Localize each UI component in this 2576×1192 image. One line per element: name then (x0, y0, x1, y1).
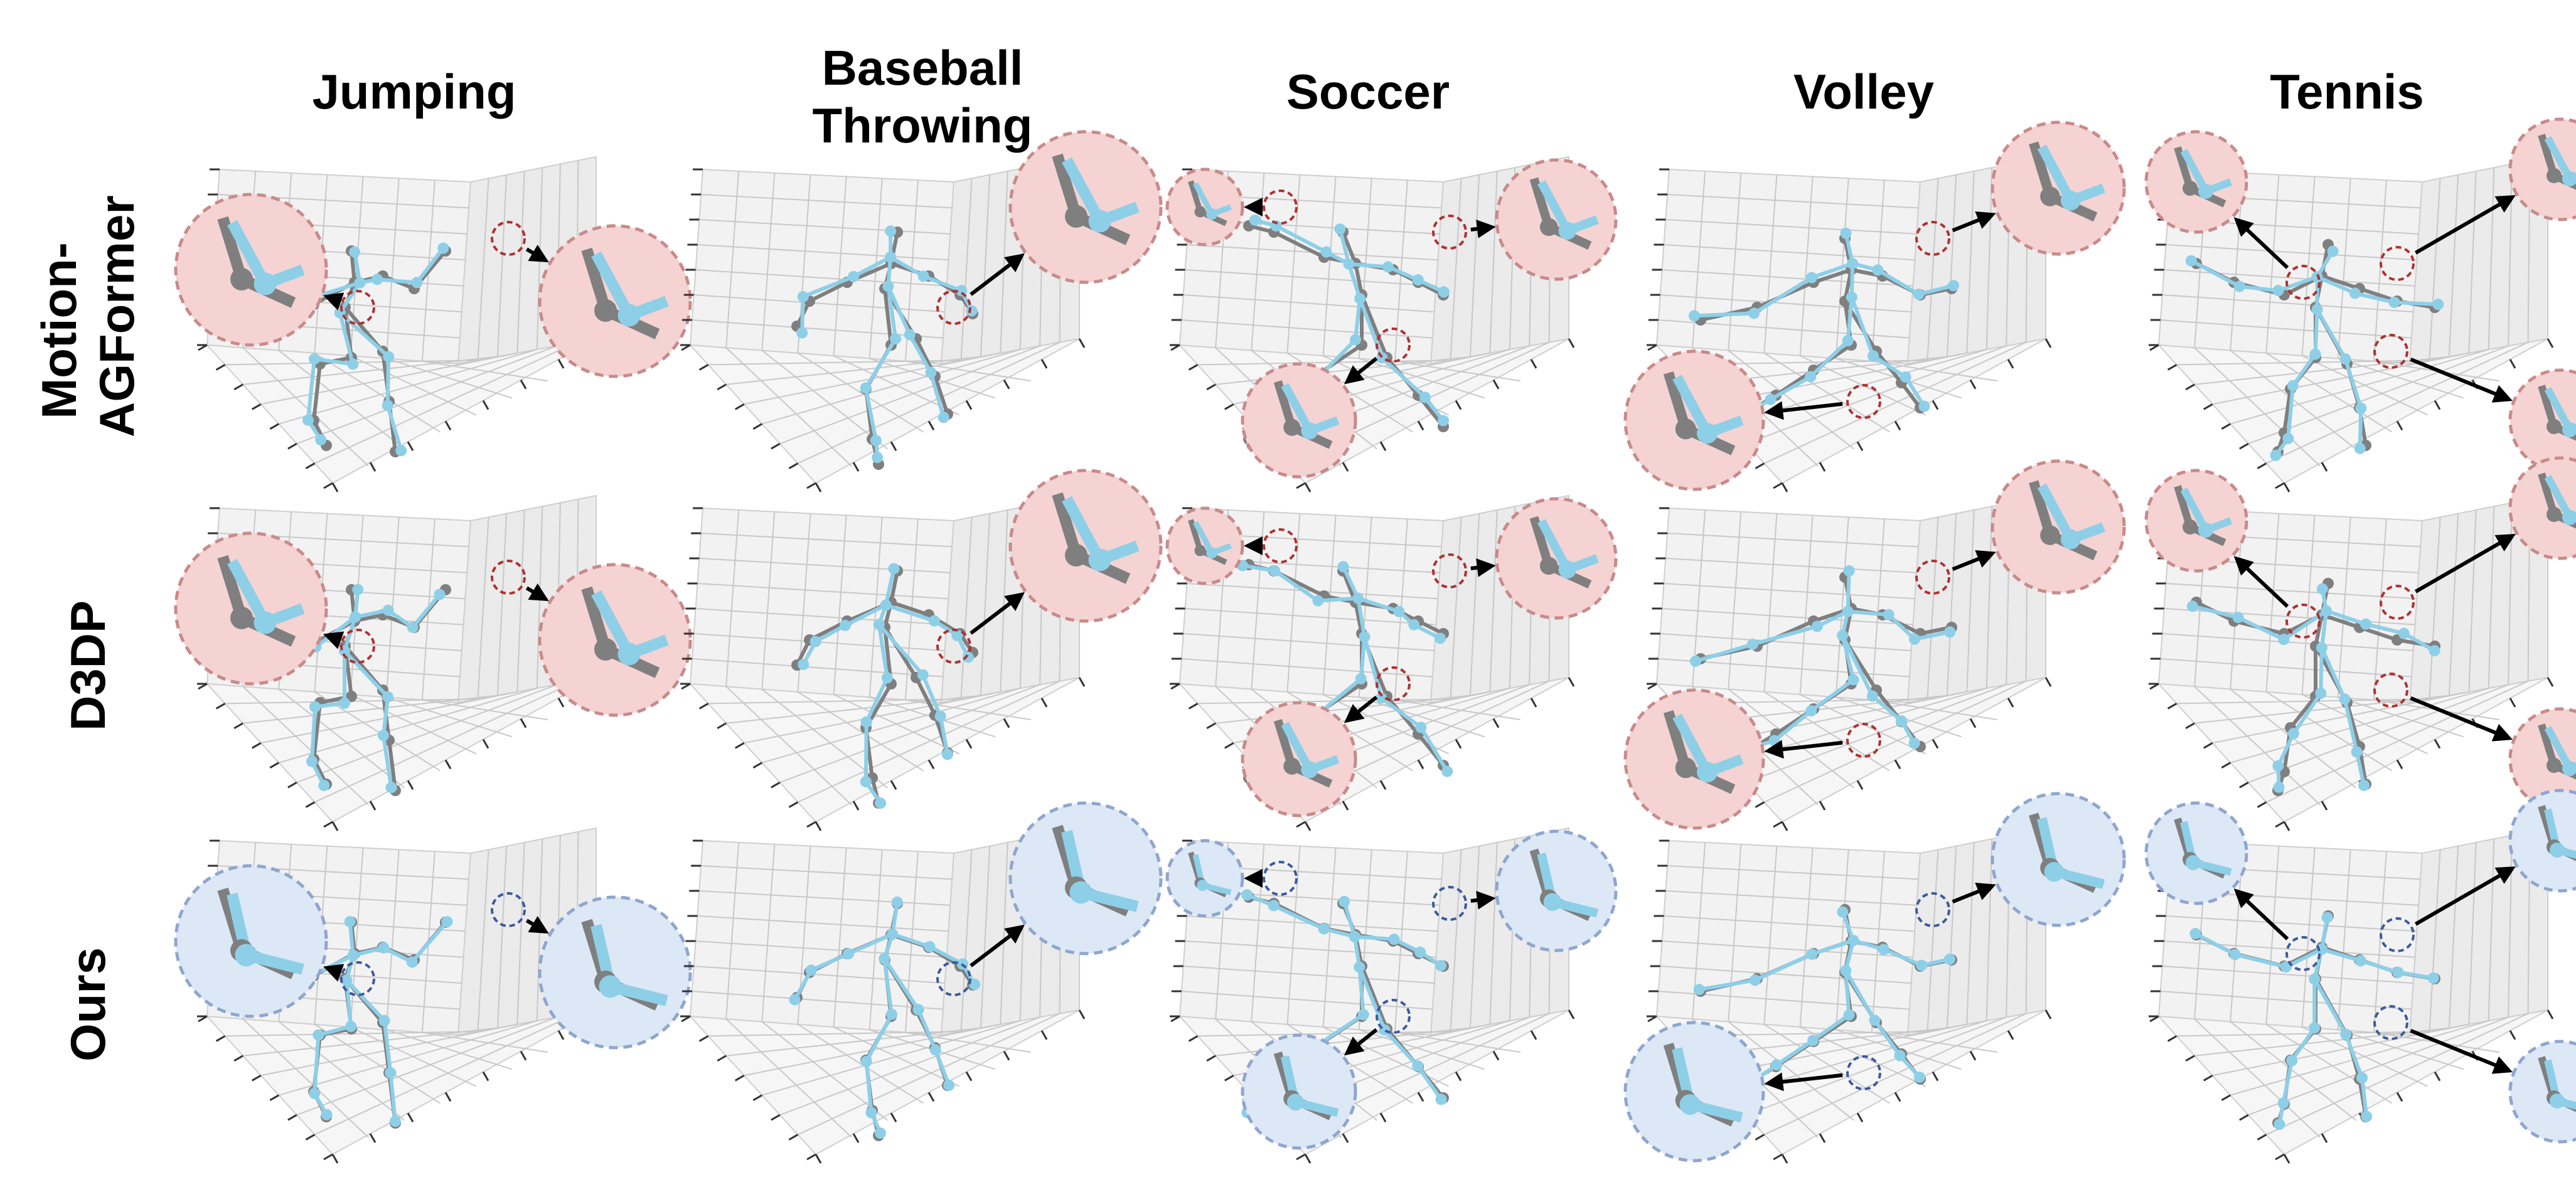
column-title-line: Throwing (812, 98, 1033, 153)
3d-axes-panel (1623, 120, 2126, 492)
zoom-callout (1165, 839, 1298, 918)
skeleton-panel-ours-soccer (1165, 827, 1682, 1179)
zoom-callout (1623, 688, 1881, 830)
zoom-callout (1432, 497, 1618, 620)
skeleton-panel-motion-agformer-soccer (1165, 156, 1682, 508)
zoom-callout (2380, 789, 2576, 952)
3d-axes-panel (1165, 827, 1618, 1164)
skeleton-panel-motion-agformer-tennis (2144, 117, 2576, 508)
3d-axes-ticks (680, 839, 1086, 1164)
zoom-callout (491, 221, 692, 378)
predicted-skeleton (789, 897, 981, 1139)
skeleton-panel-ours-baseball-throwing (680, 801, 1192, 1179)
column-title-baseball-throwing: Baseball Throwing (747, 39, 1098, 154)
3d-axes-panel (1165, 494, 1618, 831)
predicted-skeleton (2189, 912, 2439, 1131)
skeleton-panel-motion-agformer-jumping (174, 156, 709, 508)
zoom-callout (936, 130, 1163, 325)
column-title-line: Baseball (821, 40, 1023, 95)
column-title-tennis: Tennis (2171, 63, 2523, 120)
zoom-callout (1432, 829, 1618, 952)
column-title-line: Soccer (1286, 64, 1450, 119)
zoom-callout (2144, 801, 2321, 971)
skeleton-panel-d3dp-baseball-throwing (680, 469, 1192, 847)
column-title-line: Tennis (2270, 64, 2424, 119)
predicted-skeleton (232, 583, 446, 794)
skeleton-panel-ours-jumping (174, 827, 709, 1179)
zoom-callout (2380, 117, 2576, 281)
3d-axes-panel (1623, 792, 2126, 1164)
column-title-soccer: Soccer (1192, 63, 1544, 120)
zoom-callout (1241, 999, 1411, 1150)
3d-axes-panel (1165, 156, 1618, 492)
skeleton-panel-ours-tennis (2144, 789, 2576, 1179)
3d-axes-ticks (680, 507, 1086, 831)
3d-axes-panel (174, 156, 692, 492)
3d-axes-panel (174, 494, 692, 831)
predicted-skeleton (230, 242, 449, 457)
row-label-motion-agformer: Motion- AGFormer (30, 195, 146, 437)
column-title-line: Jumping (312, 64, 516, 119)
3d-axes-panel (2144, 789, 2576, 1164)
zoom-callout (2373, 1005, 2576, 1144)
column-title-jumping: Jumping (238, 63, 590, 120)
skeleton-panel-motion-agformer-baseball-throwing (680, 130, 1192, 508)
zoom-callout (174, 531, 375, 686)
row-label-line: Ours (60, 947, 115, 1062)
predicted-skeleton (2186, 583, 2440, 793)
3d-axes-panel (174, 827, 692, 1164)
row-label-line: D3DP (60, 600, 115, 732)
predicted-skeleton (1689, 565, 1956, 757)
zoom-callout (2373, 673, 2576, 811)
row-label-d3dp: D3DP (59, 575, 117, 757)
3d-axes-grid (2160, 499, 2531, 806)
zoom-callout (936, 469, 1163, 664)
zoom-callout (1623, 1021, 1881, 1163)
column-title-volley: Volley (1688, 63, 2039, 120)
3d-axes-panel (2144, 456, 2576, 831)
row-label-ours: Ours (59, 913, 117, 1095)
skeleton-panel-d3dp-tennis (2144, 456, 2576, 847)
zoom-callout (1915, 459, 2126, 595)
zoom-callout (2144, 130, 2321, 300)
skeleton-panel-ours-volley (1623, 792, 2159, 1179)
column-title-line: Volley (1793, 64, 1934, 119)
skeleton-panel-motion-agformer-volley (1623, 120, 2159, 508)
zoom-callout (174, 864, 375, 1018)
row-label-line: AGFormer (89, 195, 144, 437)
zoom-callout (1915, 120, 2126, 256)
predicted-skeleton (798, 563, 974, 809)
zoom-callout (936, 801, 1163, 996)
zoom-callout (1241, 666, 1411, 817)
3d-axes-panel (680, 801, 1163, 1164)
zoom-callout (1915, 792, 2126, 927)
3d-axes-panel (680, 469, 1163, 831)
zoom-callout (1165, 168, 1298, 247)
zoom-callout (491, 560, 692, 717)
3d-axes-panel (1623, 459, 2126, 831)
zoom-callout (2380, 456, 2576, 620)
zoom-callout (2144, 469, 2321, 639)
zoom-callout (1432, 158, 1618, 281)
zoom-callout (491, 892, 692, 1050)
3d-axes-panel (2144, 117, 2576, 492)
skeleton-panel-d3dp-volley (1623, 459, 2159, 847)
zoom-callout (1241, 327, 1411, 479)
3d-axes-ticks (197, 168, 602, 492)
3d-axes-ticks (2149, 168, 2554, 492)
predicted-skeleton (1688, 227, 1960, 425)
skeleton-panel-d3dp-soccer (1165, 494, 1682, 847)
zoom-callout (1623, 349, 1881, 491)
skeleton-panel-d3dp-jumping (174, 494, 709, 847)
row-label-line: Motion- (31, 242, 87, 419)
3d-axes-ticks (680, 168, 1086, 492)
predicted-skeleton (2185, 245, 2444, 461)
3d-axes-panel (680, 130, 1163, 492)
3d-axes-grid (692, 831, 1062, 1138)
zoom-callout (1165, 506, 1298, 585)
zoom-callout (174, 193, 375, 347)
